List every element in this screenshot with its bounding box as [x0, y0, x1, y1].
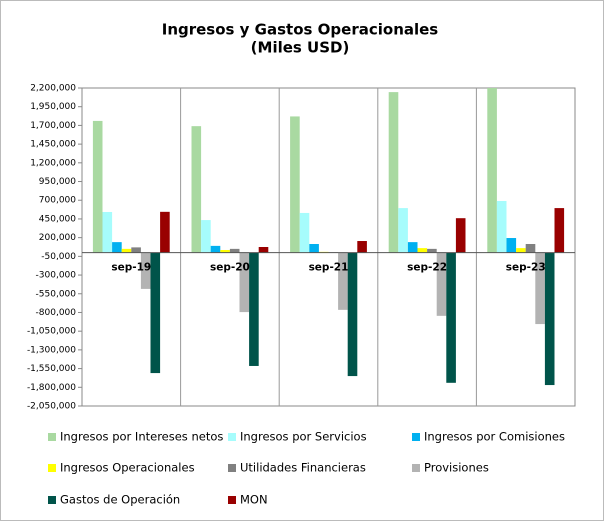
y-tick-label: -1,300,000: [27, 345, 76, 355]
bar: [338, 252, 348, 310]
legend-label: Utilidades Financieras: [240, 461, 366, 475]
bar: [516, 248, 526, 253]
x-tick-label: sep-20: [210, 262, 250, 274]
legend-swatch: [228, 464, 236, 472]
bar: [554, 208, 565, 253]
bar: [407, 242, 418, 253]
x-tick-label: sep-21: [309, 262, 349, 274]
bar: [112, 242, 122, 253]
bar: [487, 88, 497, 253]
bar: [506, 238, 517, 253]
y-tick-label: 450,000: [39, 214, 76, 224]
legend-label: Ingresos Operacionales: [60, 461, 195, 475]
bar: [229, 248, 240, 253]
y-tick-label: -1,800,000: [27, 383, 76, 393]
legend-label: Provisiones: [424, 461, 489, 475]
bar: [496, 200, 507, 253]
y-tick-label: -1,550,000: [27, 364, 76, 374]
bar: [92, 120, 103, 253]
bar: [446, 252, 456, 383]
bar: [388, 92, 399, 253]
y-tick-label: 1,700,000: [30, 121, 76, 131]
bar: [525, 244, 536, 253]
bar: [299, 212, 310, 253]
y-tick-label: 700,000: [39, 196, 76, 206]
y-tick-label: -1,050,000: [27, 327, 76, 337]
y-tick-label: 1,200,000: [30, 158, 76, 168]
bar: [436, 252, 447, 316]
x-tick-label: sep-19: [111, 262, 151, 274]
bar: [249, 252, 259, 366]
legend-label: Ingresos por Intereses netos: [60, 430, 223, 444]
legend-swatch: [48, 496, 56, 504]
y-tick-label: 950,000: [39, 177, 76, 187]
plot-area: [81, 87, 576, 407]
chart-subtitle: (Miles USD): [251, 39, 350, 57]
chart-title: Ingresos y Gastos Operacionales: [162, 21, 439, 39]
legend-swatch: [48, 433, 56, 441]
bar: [417, 248, 428, 253]
bar: [160, 211, 170, 253]
y-tick-label: 1,950,000: [30, 102, 76, 112]
x-tick-label: sep-22: [407, 262, 447, 274]
legend-swatch: [48, 464, 56, 472]
bar: [140, 252, 151, 289]
bar: [131, 247, 141, 253]
bar: [201, 220, 211, 253]
bar: [150, 252, 161, 374]
bar: [309, 244, 319, 253]
x-tick-label: sep-23: [506, 262, 546, 274]
bar: [455, 218, 466, 253]
y-tick-label: -50,000: [41, 252, 76, 262]
bar: [258, 247, 269, 253]
bar: [398, 208, 408, 253]
legend-swatch: [228, 496, 236, 504]
y-tick-label: -300,000: [36, 271, 77, 281]
legend-swatch: [412, 433, 420, 441]
bar: [191, 126, 202, 253]
legend-label: Ingresos por Comisiones: [424, 430, 565, 444]
bar: [102, 211, 113, 253]
legend-swatch: [412, 464, 420, 472]
bar: [535, 252, 545, 325]
y-tick-label: 2,200,000: [30, 84, 76, 94]
y-tick-label: -2,050,000: [27, 402, 76, 412]
legend-label: Ingresos por Servicios: [240, 430, 367, 444]
bar: [210, 245, 221, 253]
legend-swatch: [228, 433, 236, 441]
y-tick-label: 1,450,000: [30, 140, 76, 150]
bar: [239, 252, 250, 313]
bar: [121, 248, 132, 253]
bar: [220, 249, 230, 253]
bar: [544, 252, 555, 386]
legend-label: Gastos de Operación: [60, 493, 180, 507]
y-tick-label: -550,000: [36, 289, 77, 299]
bar: [347, 252, 358, 377]
bar: [357, 241, 367, 253]
y-tick-label: -800,000: [36, 308, 77, 318]
y-tick-label: 200,000: [39, 233, 76, 243]
bar: [427, 248, 437, 253]
bar: [290, 116, 300, 253]
legend-label: MON: [240, 493, 268, 507]
